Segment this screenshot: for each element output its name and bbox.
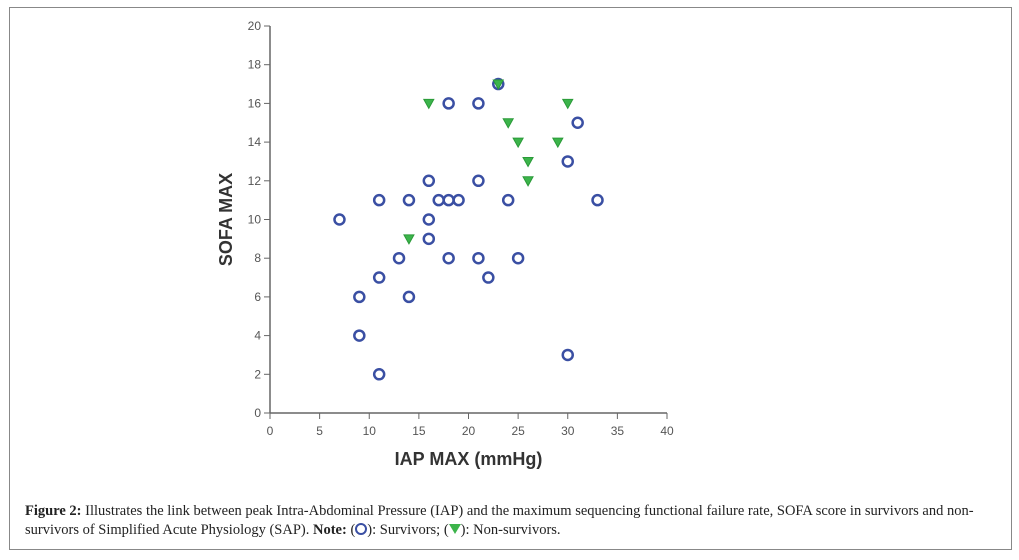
survivor-point — [422, 232, 436, 246]
y-tick-label: 4 — [254, 329, 261, 343]
nonsurvivor-point — [522, 156, 534, 168]
survivor-point — [591, 193, 604, 207]
figure-frame — [9, 7, 1012, 550]
survivor-point — [452, 193, 465, 207]
x-tick-label: 20 — [462, 424, 476, 438]
scatter-chart: 0 5 10 15 20 25 30 35 40 0 2 4 6 8 10 12 14 16 18 20 IAP MAX… — [216, 19, 674, 469]
nonsurvivor-point — [422, 98, 435, 110]
survivor-point — [333, 213, 346, 226]
survivor-point — [482, 271, 495, 284]
caption-paren: ( — [346, 522, 356, 538]
survivor-point — [372, 193, 386, 207]
survivor-point — [392, 251, 406, 265]
y-tick-label: 20 — [248, 19, 262, 33]
nonsurvivor-point — [502, 118, 515, 129]
survivor-point — [402, 290, 416, 304]
x-tick-label: 0 — [267, 424, 274, 438]
x-tick-label: 30 — [561, 424, 575, 438]
y-tick-label: 16 — [248, 96, 262, 110]
x-tick-label: 35 — [611, 424, 625, 438]
nonsurvivor-point — [403, 234, 415, 245]
nonsurvivor-point — [492, 79, 505, 91]
x-tick-label: 10 — [363, 424, 377, 438]
x-tick-label: 40 — [660, 424, 674, 438]
caption-label: Figure 2: — [25, 503, 82, 519]
nonsurvivor-point — [551, 137, 564, 149]
y-tick-label: 14 — [248, 135, 262, 149]
y-tick-label: 2 — [254, 367, 261, 381]
y-tick-label: 12 — [248, 174, 262, 188]
y-tick-label: 10 — [248, 213, 262, 227]
x-tick-label: 15 — [412, 424, 426, 438]
survivor-point — [422, 213, 436, 226]
nonsurvivor-point — [522, 176, 534, 187]
survivor-point — [422, 174, 436, 188]
x-axis-label: IAP MAX (mmHg) — [395, 449, 543, 469]
note-label: Note: — [313, 522, 347, 538]
x-tick-label: 25 — [511, 424, 525, 438]
nonsurvivor-point — [512, 137, 524, 149]
survivor-point — [561, 155, 574, 168]
caption-text: Illustrates the link between peak Intra-… — [25, 503, 974, 538]
legend-triangle-icon — [448, 524, 461, 534]
survivor-point — [561, 348, 574, 362]
x-tick-label: 5 — [316, 424, 323, 438]
y-tick-label: 6 — [254, 290, 261, 304]
survivor-point — [472, 97, 485, 110]
survivor-point — [501, 193, 515, 207]
survivor-point — [353, 329, 366, 342]
legend-circle-icon — [355, 523, 368, 535]
survivor-point — [432, 193, 445, 207]
y-tick-label: 0 — [254, 406, 261, 420]
survivor-point — [372, 271, 386, 284]
y-tick-label: 18 — [248, 58, 262, 72]
figure-caption: Figure 2: Illustrates the link between p… — [25, 502, 1000, 540]
legend-survivors: ): Survivors; ( — [367, 522, 449, 538]
y-axis-label: SOFA MAX — [216, 173, 236, 266]
y-tick-label: 8 — [254, 251, 261, 265]
survivor-point — [472, 251, 485, 265]
legend-nonsurvivors: ): Non-survivors. — [460, 522, 561, 538]
survivor-point — [442, 193, 455, 207]
survivor-point — [353, 290, 366, 304]
survivor-point — [442, 251, 455, 265]
nonsurvivor-point — [561, 98, 574, 110]
survivor-point — [442, 97, 455, 110]
survivor-point — [472, 174, 485, 188]
survivor-point — [571, 116, 584, 129]
survivor-point — [372, 368, 386, 381]
survivor-point — [402, 193, 416, 207]
survivor-point — [511, 251, 525, 265]
